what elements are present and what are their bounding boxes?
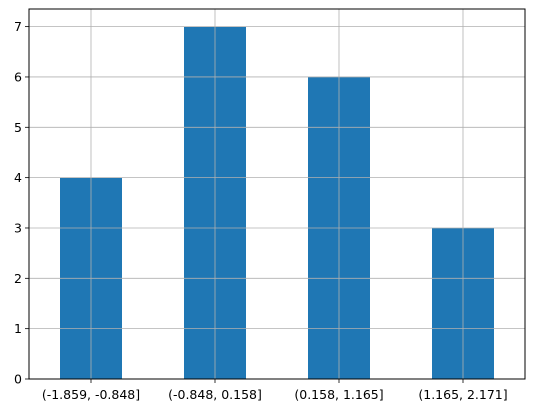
y-tick-label-0: 0 — [14, 372, 22, 387]
y-tick-label-2: 2 — [14, 271, 22, 286]
x-tick-label-2: (0.158, 1.165] — [294, 387, 383, 402]
y-tick-label-4: 4 — [14, 170, 22, 185]
y-tick-label-7: 7 — [14, 19, 22, 34]
x-tick-label-0: (-1.859, -0.848] — [42, 387, 140, 402]
x-axis: (-1.859, -0.848] (-0.848, 0.158] (0.158, 1… — [42, 379, 508, 402]
y-tick-label-6: 6 — [14, 69, 22, 84]
x-tick-label-1: (-0.848, 0.158] — [168, 387, 262, 402]
x-tick-label-3: (1.165, 2.171] — [418, 387, 507, 402]
y-tick-label-3: 3 — [14, 220, 22, 235]
y-axis: 0 1 2 3 4 5 6 7 — [14, 19, 29, 387]
plot-frame — [28, 8, 526, 380]
y-tick-label-5: 5 — [14, 120, 22, 135]
y-tick-label-1: 1 — [14, 321, 22, 336]
bars — [60, 26, 494, 380]
